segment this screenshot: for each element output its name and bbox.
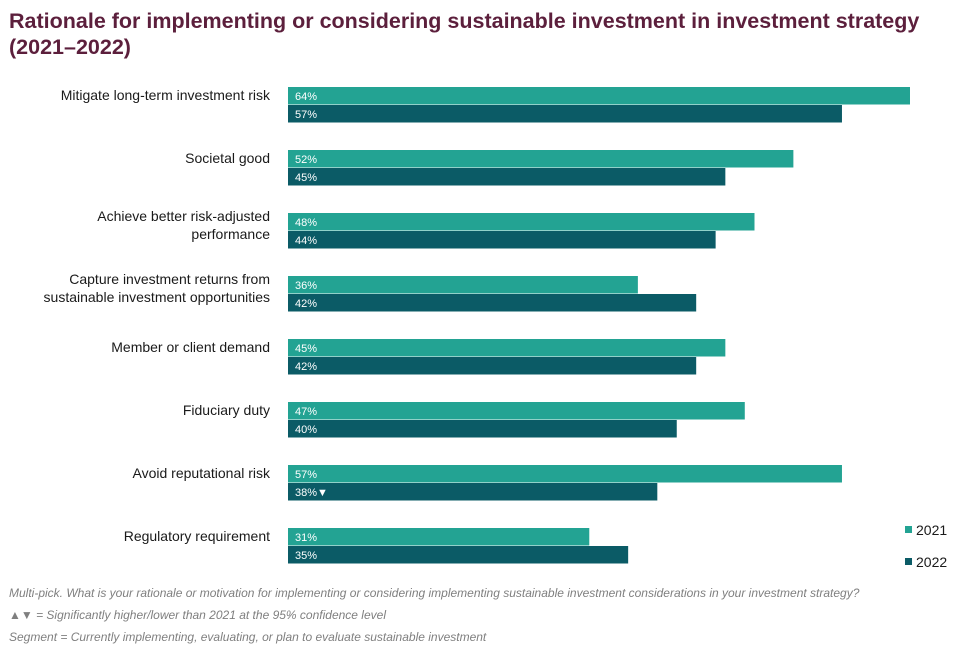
legend: 2021 2022 (905, 522, 947, 570)
bar-2021-7 (288, 528, 590, 546)
category-label-7-0: Regulatory requirement (124, 528, 270, 544)
bar-label-2022-5: 40% (295, 424, 317, 436)
category-label-6-0: Avoid reputational risk (133, 465, 271, 481)
bar-label-2022-1: 45% (295, 172, 317, 184)
category-label-2-0: Achieve better risk-adjusted (97, 208, 270, 224)
bar-2022-6 (288, 483, 658, 501)
category-label-1-0: Societal good (185, 150, 270, 166)
bar-2022-1 (288, 168, 726, 186)
category-label-2-1: performance (191, 226, 270, 242)
bar-2021-2 (288, 213, 755, 231)
bar-chart: 64% 57% 52% 45% 48% 44% 36% 42% 45% 42% 47% 40% 57% 3… (44, 87, 947, 570)
significance-note: ▲▼ = Significantly higher/lower than 202… (9, 608, 386, 622)
segment-note: Segment = Currently implementing, evalua… (9, 630, 487, 644)
bar-label-2022-2: 44% (295, 235, 317, 247)
bar-2021-0 (288, 87, 910, 105)
bar-label-2022-4: 42% (295, 361, 317, 373)
bar-2021-4 (288, 339, 726, 357)
bar-2021-3 (288, 276, 638, 294)
question-note: Multi-pick. What is your rationale or mo… (9, 586, 860, 600)
bar-2022-0 (288, 105, 842, 123)
bar-label-2022-3: 42% (295, 298, 317, 310)
bar-label-2021-5: 47% (295, 406, 317, 418)
bar-2021-5 (288, 402, 745, 420)
legend-swatch-2022 (905, 558, 912, 565)
category-labels-group: Mitigate long-term investment risk Societ… (44, 87, 271, 544)
bars-group: 64% 57% 52% 45% 48% 44% 36% 42% 45% 42% 47% 40% 57% 3… (288, 87, 910, 564)
bar-2022-2 (288, 231, 716, 249)
legend-swatch-2021 (905, 526, 912, 533)
footnotes: Multi-pick. What is your rationale or mo… (9, 585, 969, 651)
bar-2022-7 (288, 546, 629, 564)
bar-2021-6 (288, 465, 842, 483)
bar-label-2021-0: 64% (295, 91, 317, 103)
category-label-4-0: Member or client demand (111, 339, 270, 355)
bar-label-2022-6: 38%▼ (295, 487, 328, 499)
category-label-0-0: Mitigate long-term investment risk (61, 87, 271, 103)
category-label-3-0: Capture investment returns from (69, 271, 270, 287)
legend-label-2022: 2022 (916, 554, 947, 570)
legend-label-2021: 2021 (916, 522, 947, 538)
bar-label-2022-7: 35% (295, 550, 317, 562)
bar-label-2022-0: 57% (295, 109, 317, 121)
category-label-3-1: sustainable investment opportunities (44, 289, 270, 305)
bar-2022-5 (288, 420, 677, 438)
bar-label-2021-1: 52% (295, 154, 317, 166)
bar-label-2021-3: 36% (295, 280, 317, 292)
bar-label-2021-2: 48% (295, 217, 317, 229)
bar-label-2021-7: 31% (295, 532, 317, 544)
bar-2022-4 (288, 357, 697, 375)
chart-title: Rationale for implementing or considerin… (9, 9, 920, 59)
bar-label-2021-6: 57% (295, 469, 317, 481)
bar-2021-1 (288, 150, 794, 168)
category-label-5-0: Fiduciary duty (183, 402, 270, 418)
bar-label-2021-4: 45% (295, 343, 317, 355)
bar-2022-3 (288, 294, 697, 312)
